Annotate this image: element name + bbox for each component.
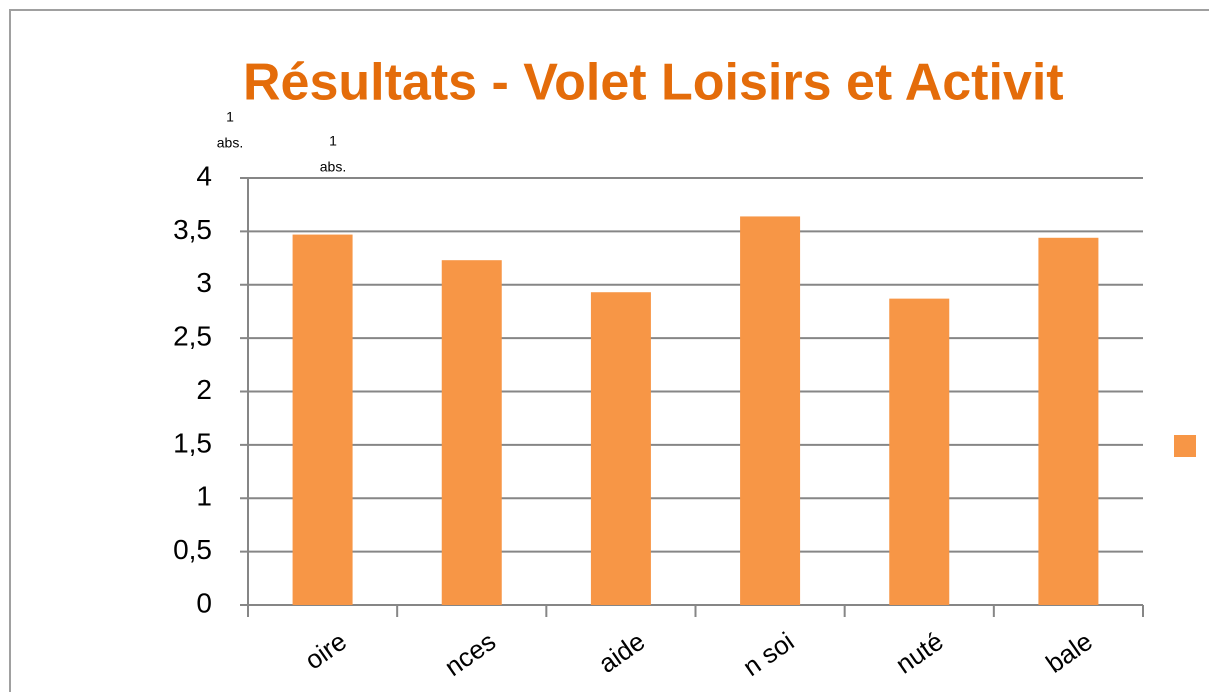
chart-title: Résultats - Volet Loisirs et Activit — [243, 54, 1064, 112]
annotation: 1 — [329, 133, 337, 149]
bar — [590, 292, 651, 605]
y-tick-label: 2,5 — [173, 321, 212, 352]
y-tick-label: 1 — [196, 481, 212, 512]
chart-frame — [9, 9, 1209, 692]
y-tick-label: 0,5 — [173, 534, 212, 565]
y-tick-label: 3,5 — [173, 214, 212, 245]
x-tick-label: nces — [439, 626, 501, 682]
x-tick-label: n soi — [737, 626, 799, 682]
y-tick-label: 1,5 — [173, 427, 212, 458]
legend-swatch — [1174, 435, 1196, 457]
annotation: 1 — [226, 109, 234, 125]
y-tick-label: 4 — [196, 160, 212, 191]
y-tick-label: 0 — [196, 587, 212, 618]
bar — [1038, 237, 1099, 605]
x-tick-label: aide — [593, 626, 650, 679]
bar — [889, 298, 950, 605]
bar — [441, 260, 502, 605]
annotation: abs. — [320, 159, 346, 175]
y-tick-label: 3 — [196, 267, 212, 298]
x-tick-label: oire — [299, 626, 352, 675]
bar — [740, 216, 801, 605]
bar — [292, 234, 353, 605]
x-tick-label: nuté — [890, 626, 949, 680]
x-tick-label: bale — [1040, 626, 1097, 679]
y-tick-label: 2 — [196, 374, 212, 405]
annotation: abs. — [217, 135, 243, 151]
